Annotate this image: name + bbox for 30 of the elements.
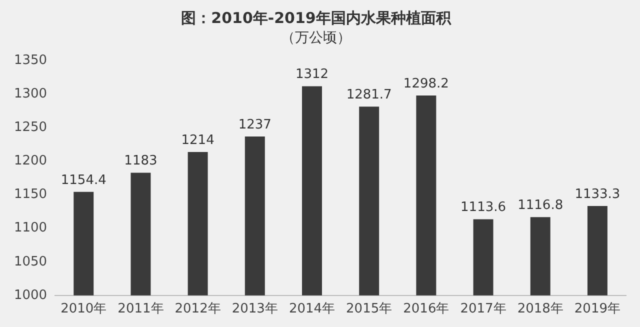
y-tick-label: 1200 (14, 154, 48, 169)
data-label: 1281.7 (346, 87, 392, 102)
x-tick-label: 2016年 (403, 302, 450, 317)
x-tick-label: 2015年 (346, 302, 392, 317)
x-tick-label: 2019年 (574, 302, 620, 317)
y-tick-label: 1350 (14, 53, 48, 68)
data-label: 1298.2 (403, 76, 449, 92)
y-tick-label: 1250 (14, 120, 48, 136)
x-tick-label: 2014年 (288, 302, 336, 317)
data-label: 1237 (238, 117, 272, 132)
y-tick-label: 1150 (14, 187, 48, 202)
chart-subtitle: （万公顷） (281, 30, 351, 46)
data-label: 1116.8 (518, 198, 564, 213)
y-tick-label: 1050 (14, 254, 48, 270)
y-tick-label: 1300 (14, 86, 48, 102)
y-tick-label: 1100 (14, 220, 48, 236)
y-tick-label: 1000 (14, 288, 48, 303)
chart-title: 图：2010年-2019年国内水果种植面积 (181, 8, 452, 27)
x-tick-label: 2011年 (118, 302, 164, 317)
data-label: 1133.3 (574, 186, 620, 202)
x-tick-label: 2010年 (60, 302, 107, 317)
x-tick-label: 2012年 (174, 302, 221, 317)
data-label: 1183 (124, 154, 158, 169)
x-tick-label: 2013年 (232, 302, 278, 317)
x-tick-label: 2017年 (460, 302, 506, 317)
x-tick-label: 2018年 (517, 302, 564, 317)
data-label: 1154.4 (60, 172, 106, 188)
data-label: 1113.6 (460, 200, 506, 216)
data-label: 1214 (181, 132, 214, 148)
data-label: 1312 (295, 67, 329, 82)
